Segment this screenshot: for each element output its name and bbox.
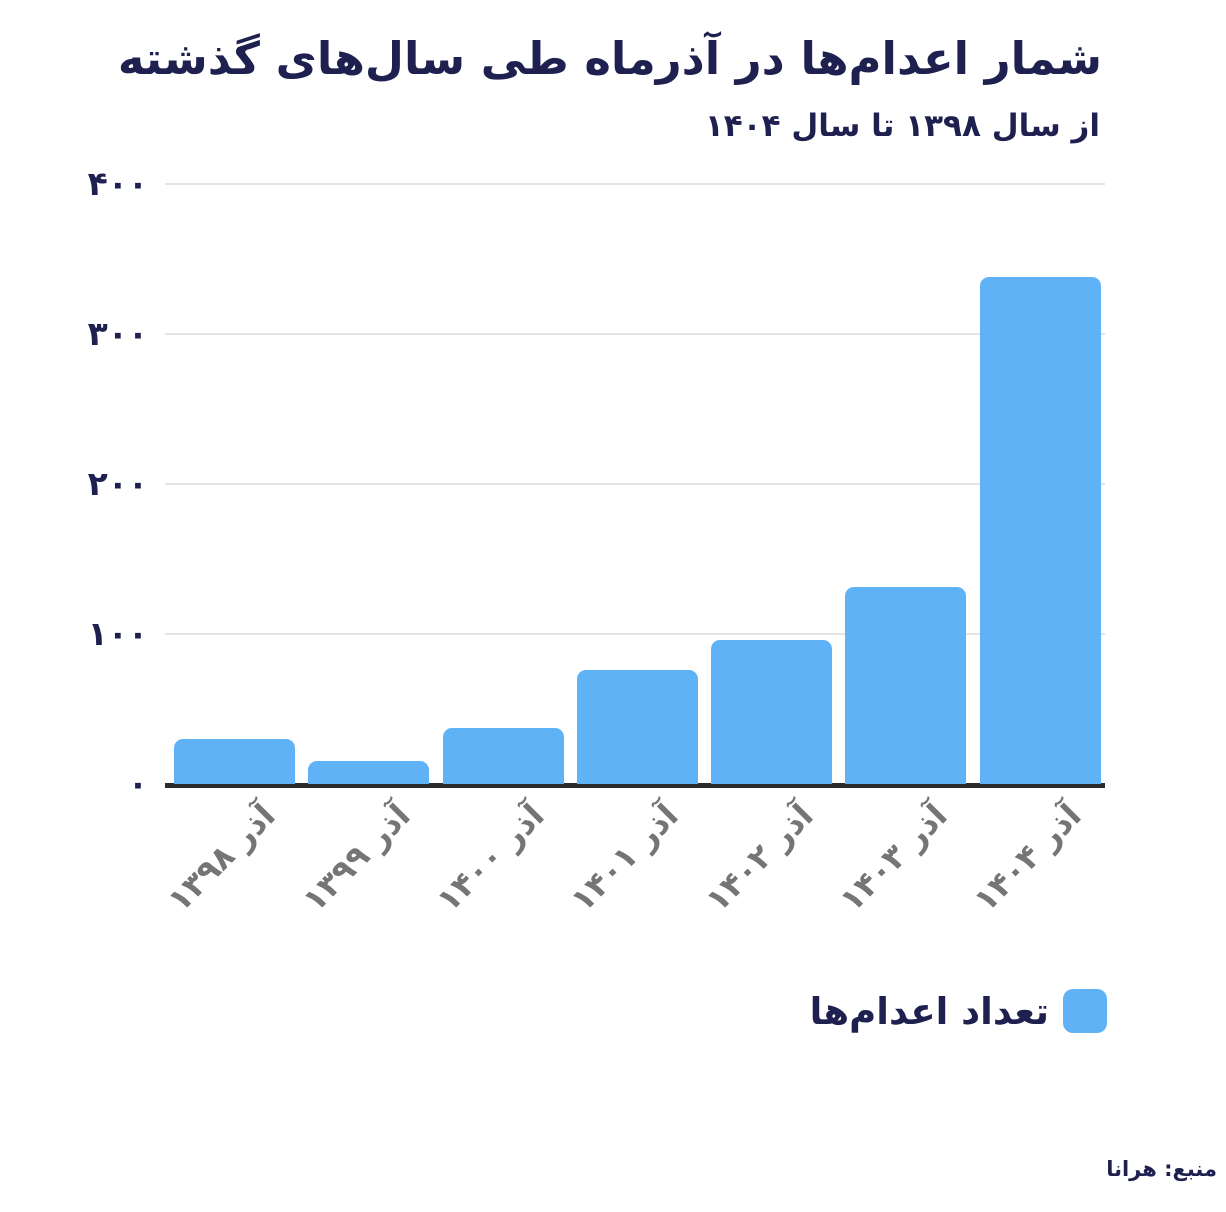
legend-swatch-icon — [1063, 989, 1107, 1033]
source-credit: منبع: هرانا — [1106, 1157, 1217, 1181]
gridline-100 — [165, 633, 1105, 635]
chart-subtitle: از سال ۱۳۹۸ تا سال ۱۴۰۴ — [704, 108, 1100, 144]
x-tick-label-azar-1403: آذر ۱۴۰۳ — [832, 796, 955, 919]
x-tick-label-azar-1399: آذر ۱۳۹۹ — [294, 796, 418, 919]
gridline-300 — [165, 333, 1105, 335]
y-tick-label-0: ۰ — [127, 764, 148, 803]
x-tick-label-azar-1400: آذر ۱۴۰۰ — [429, 796, 552, 919]
x-tick-label-azar-1402: آذر ۱۴۰۲ — [697, 796, 821, 919]
bar-azar-1402 — [711, 640, 833, 784]
x-axis-line — [165, 783, 1105, 788]
x-tick-label-azar-1401: آذر ۱۴۰۱ — [563, 796, 686, 919]
legend-label: تعداد اعدام‌ها — [809, 989, 1049, 1033]
bar-azar-1401 — [576, 670, 698, 784]
x-tick-label-azar-1398: آذر ۱۳۹۸ — [160, 796, 283, 919]
bar-azar-1398 — [174, 739, 295, 784]
gridline-200 — [165, 483, 1105, 485]
bar-azar-1404 — [979, 277, 1101, 784]
legend: تعداد اعدام‌ها — [810, 989, 1107, 1033]
y-tick-label-400: ۴۰۰ — [87, 164, 148, 203]
bar-azar-1403 — [845, 587, 967, 784]
y-tick-label-300: ۳۰۰ — [87, 314, 148, 353]
y-tick-label-200: ۲۰۰ — [87, 464, 148, 503]
chart-title: شمار اعدام‌ها در آذرماه طی سال‌های گذشته — [117, 32, 1102, 85]
y-tick-label-100: ۱۰۰ — [87, 614, 148, 653]
x-tick-label-azar-1404: آذر ۱۴۰۴ — [966, 796, 1089, 919]
bar-azar-1400 — [442, 728, 564, 784]
plot-area — [165, 183, 1105, 788]
bar-azar-1399 — [308, 761, 430, 784]
gridline-400 — [165, 183, 1105, 185]
